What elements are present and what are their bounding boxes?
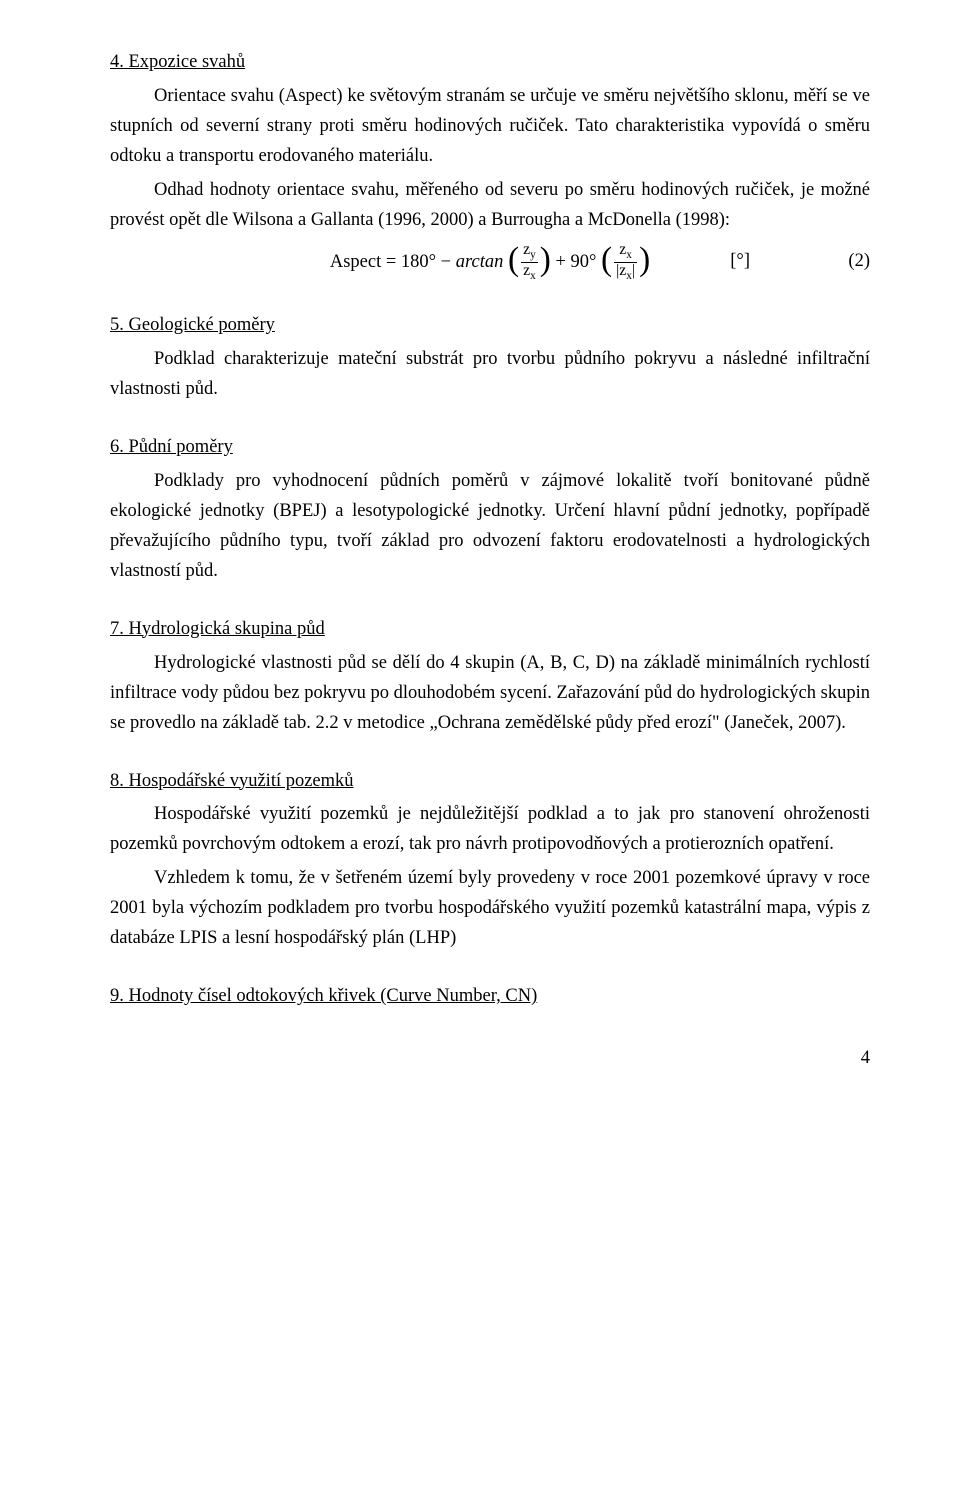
section-number: 8.	[110, 771, 124, 791]
document-page: 4. Expozice svahů Orientace svahu (Aspec…	[0, 0, 960, 1114]
equation-number: (2)	[848, 247, 870, 277]
section-6-paragraph-1: Podklady pro vyhodnocení půdních poměrů …	[110, 467, 870, 587]
section-5-heading: 5. Geologické poměry	[110, 311, 870, 341]
section-8-paragraph-2: Vzhledem k tomu, že v šetřeném území byl…	[110, 864, 870, 954]
section-7-paragraph-1: Hydrologické vlastnosti půd se dělí do 4…	[110, 649, 870, 739]
right-paren-1: )	[540, 241, 551, 278]
section-number: 6.	[110, 437, 124, 457]
section-7-heading: 7. Hydrologická skupina půd	[110, 615, 870, 645]
section-6-heading: 6. Půdní poměry	[110, 433, 870, 463]
section-title: Půdní poměry	[129, 437, 233, 457]
section-9-heading: 9. Hodnoty čísel odtokových křivek (Curv…	[110, 982, 870, 1012]
section-title: Geologické poměry	[129, 315, 275, 335]
page-number: 4	[110, 1044, 870, 1074]
formula-plus: + 90°	[555, 252, 601, 272]
equation-2: Aspect = 180° − arctan (zyzx) + 90° (zx|…	[110, 242, 870, 283]
formula-lhs: Aspect = 180° −	[330, 252, 456, 272]
section-4-paragraph-1: Orientace svahu (Aspect) ke světovým str…	[110, 82, 870, 172]
section-8-paragraph-1: Hospodářské využití pozemků je nejdůleži…	[110, 800, 870, 860]
section-7: 7. Hydrologická skupina půd Hydrologické…	[110, 615, 870, 739]
formula-func: arctan	[456, 252, 504, 272]
section-5: 5. Geologické poměry Podklad charakteriz…	[110, 311, 870, 405]
fraction-1: zyzx	[519, 242, 540, 283]
section-8-heading: 8. Hospodářské využití pozemků	[110, 767, 870, 797]
section-number: 4.	[110, 52, 124, 72]
section-5-paragraph-1: Podklad charakterizuje mateční substrát …	[110, 345, 870, 405]
section-title: Hospodářské využití pozemků	[129, 771, 354, 791]
section-number: 9.	[110, 986, 124, 1006]
section-4-paragraph-2: Odhad hodnoty orientace svahu, měřeného …	[110, 176, 870, 236]
section-9: 9. Hodnoty čísel odtokových křivek (Curv…	[110, 982, 870, 1012]
section-number: 7.	[110, 619, 124, 639]
section-8: 8. Hospodářské využití pozemků Hospodářs…	[110, 767, 870, 955]
section-4-heading: 4. Expozice svahů	[110, 48, 870, 78]
section-title: Hydrologická skupina půd	[129, 619, 325, 639]
section-4: 4. Expozice svahů Orientace svahu (Aspec…	[110, 48, 870, 283]
left-paren-1: (	[508, 241, 519, 278]
section-title: Expozice svahů	[129, 52, 246, 72]
right-paren-2: )	[639, 241, 650, 278]
left-paren-2: (	[601, 241, 612, 278]
section-6: 6. Půdní poměry Podklady pro vyhodnocení…	[110, 433, 870, 587]
section-title: Hodnoty čísel odtokových křivek (Curve N…	[129, 986, 538, 1006]
equation-unit: [°]	[730, 247, 750, 277]
section-number: 5.	[110, 315, 124, 335]
fraction-2: zx|zx|	[612, 242, 639, 283]
